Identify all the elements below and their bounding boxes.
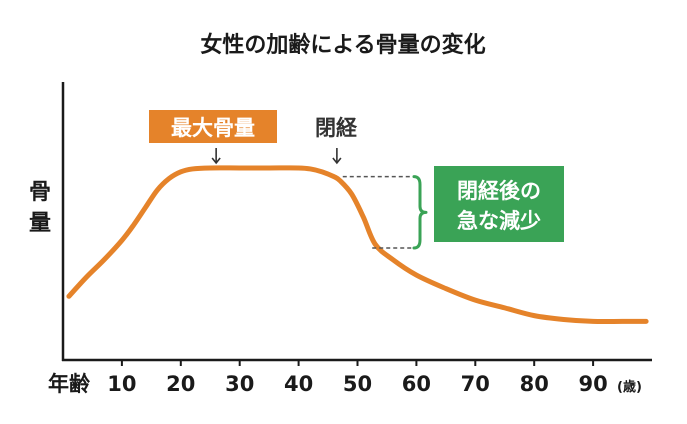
- menopause-arrow: [332, 148, 342, 165]
- decline-bracket: [412, 175, 428, 250]
- x-tick-label: 50: [343, 372, 372, 396]
- x-tick-label: 80: [520, 372, 549, 396]
- x-tick-label: 90: [578, 372, 607, 396]
- chart-title: 女性の加齢による骨量の変化: [200, 32, 485, 58]
- x-tick-group: 10 20 30 40 50 60 70 80 90: [107, 360, 608, 396]
- decline-label-box: [434, 166, 564, 242]
- peak-mass-label-box: [149, 110, 277, 143]
- x-tick-label: 20: [166, 372, 195, 396]
- x-tick-label: 10: [107, 372, 136, 396]
- y-axis-label-1: 骨: [29, 180, 51, 205]
- peak-arrow: [211, 148, 221, 165]
- decline-label-line-2: 急な減少: [457, 209, 541, 233]
- x-axis-unit: (歳): [617, 379, 642, 395]
- peak-mass-label: 最大骨量: [171, 116, 255, 140]
- menopause-label: 閉経: [315, 116, 358, 140]
- x-tick-label: 40: [284, 372, 313, 396]
- x-axis-label: 年齢: [48, 372, 91, 396]
- bone-mass-curve: [66, 165, 649, 325]
- decline-label-line-1: 閉経後の: [457, 179, 541, 203]
- x-tick-label: 60: [402, 372, 431, 396]
- y-axis-label-2: 量: [29, 211, 51, 236]
- x-tick-label: 70: [461, 372, 490, 396]
- x-tick-label: 30: [225, 372, 254, 396]
